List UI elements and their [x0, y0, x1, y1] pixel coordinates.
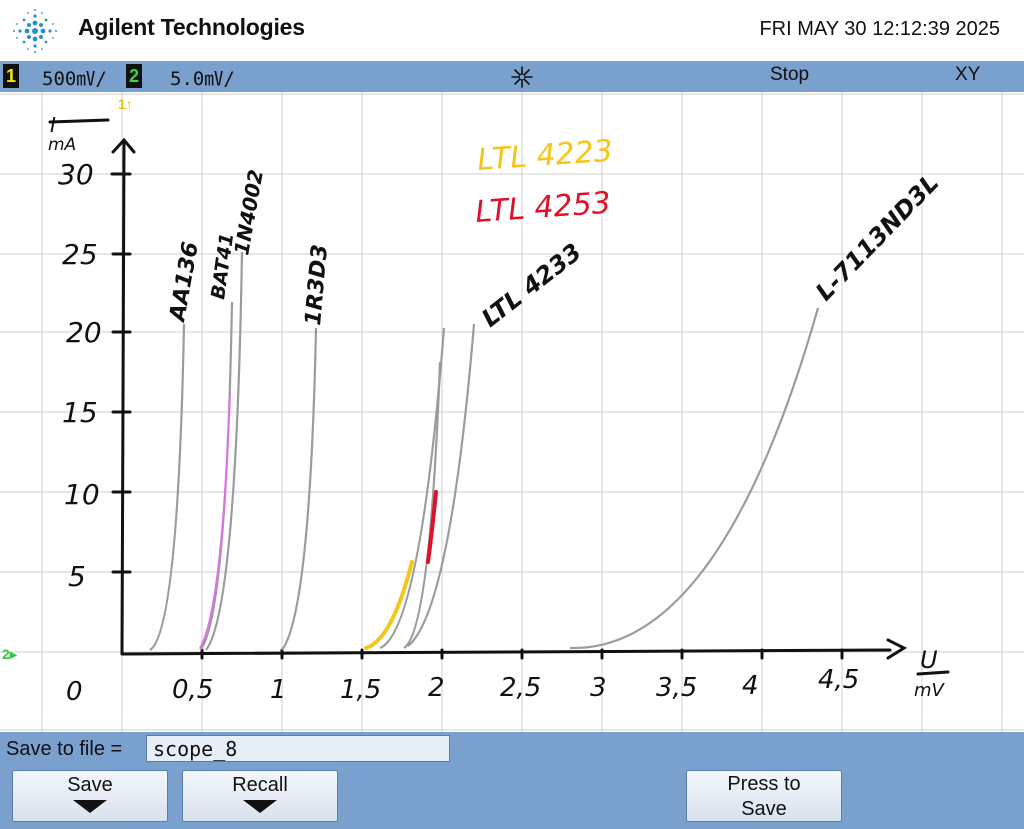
scope-screen: I mA 30 25 20 15 10 5 0 0,5 1 1,5 2 2,5 …: [0, 92, 1024, 732]
channel-2-scale[interactable]: 5.0㎷/: [170, 68, 235, 90]
save-button[interactable]: Save: [12, 770, 168, 822]
x-tick-3: 3: [590, 673, 607, 703]
x-unit-top: U: [920, 646, 938, 674]
trigger-asterisk-icon[interactable]: [510, 65, 534, 89]
hand-drawn-axes: [48, 118, 950, 676]
x-tick-3-5: 3,5: [656, 673, 697, 703]
display-mode[interactable]: XY: [955, 64, 981, 85]
label-aa136: AA136: [165, 240, 204, 325]
channel-1-scale[interactable]: 500㎷/: [42, 68, 107, 90]
grid: [0, 92, 1024, 732]
channel-1-badge[interactable]: 1: [3, 64, 19, 88]
press-to-save-line-1: Press to: [727, 773, 801, 795]
trace-1n4002: [205, 251, 244, 651]
trace-aa136: [149, 323, 186, 651]
trace-red: [426, 490, 438, 564]
header: Agilent Technologies FRI MAY 30 12:12:39…: [0, 0, 1024, 61]
trace-pink: [199, 391, 231, 649]
y-tick-30: 30: [58, 158, 94, 191]
trace-ltl-b: [403, 361, 442, 649]
y-tick-10: 10: [64, 478, 100, 511]
trace-ltl-c: [407, 323, 476, 647]
x-tick-0-5: 0,5: [172, 675, 213, 705]
label-l7113: L-7113ND3L: [810, 169, 944, 306]
channel-2-marker: 2▸: [2, 646, 17, 662]
save-button-label: Save: [67, 774, 113, 796]
label-1r3d3: 1R3D3: [301, 244, 333, 327]
status-bar: 1 500㎷/ 2 5.0㎷/ Stop XY: [0, 61, 1024, 92]
y-tick-15: 15: [62, 396, 98, 429]
x-tick-4-5: 4,5: [818, 665, 859, 695]
iv-traces: [149, 251, 820, 651]
filename-field[interactable]: scope_8: [146, 735, 450, 762]
trace-bat: [199, 301, 234, 651]
x-tick-1-5: 1,5: [340, 675, 381, 705]
down-arrow-icon: [73, 800, 107, 813]
y-unit-bottom: mA: [48, 135, 76, 155]
y-unit-top: I: [50, 113, 56, 137]
press-to-save-button[interactable]: Press to Save: [686, 770, 842, 822]
channel-1-marker: 1↑: [118, 96, 133, 112]
label-ltl4233: LTL 4233: [476, 238, 586, 333]
x-tick-4: 4: [742, 671, 759, 701]
x-tick-1: 1: [270, 675, 287, 705]
channel-2-badge[interactable]: 2: [126, 64, 142, 88]
run-state[interactable]: Stop: [770, 64, 810, 85]
recall-button-label: Recall: [232, 774, 288, 796]
legend-red: LTL 4253: [474, 186, 612, 230]
label-1n4002: 1N4002: [229, 168, 268, 257]
y-tick-25: 25: [62, 238, 98, 271]
xy-plot: I mA 30 25 20 15 10 5 0 0,5 1 1,5 2 2,5 …: [0, 92, 1024, 732]
datetime: FRI MAY 30 12:12:39 2025: [759, 18, 1000, 40]
press-to-save-line-2: Save: [741, 798, 787, 820]
x-origin-label: 0: [66, 677, 83, 707]
down-arrow-icon: [243, 800, 277, 813]
y-tick-20: 20: [66, 316, 102, 349]
recall-button[interactable]: Recall: [182, 770, 338, 822]
brand-title: Agilent Technologies: [78, 14, 305, 40]
y-tick-5: 5: [68, 560, 86, 593]
legend-yellow: LTL 4223: [476, 134, 614, 178]
save-to-file-label: Save to file =: [6, 738, 123, 760]
trace-l7113: [569, 307, 820, 650]
x-unit-bottom: mV: [914, 680, 946, 701]
x-tick-2: 2: [428, 673, 445, 703]
x-tick-2-5: 2,5: [500, 673, 541, 703]
agilent-spark-logo-icon: [13, 9, 57, 53]
trace-yellow: [364, 560, 414, 650]
trace-1r3d3: [281, 327, 318, 651]
